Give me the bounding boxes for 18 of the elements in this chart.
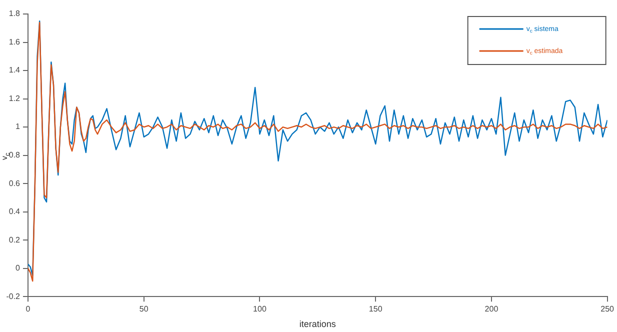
y-tick-label: 0.4	[8, 207, 21, 216]
y-tick-label: 1.8	[8, 9, 21, 18]
y-tick-label: 1.2	[8, 94, 21, 103]
x-tick-label: 0	[26, 304, 31, 314]
x-axis-title: iterations	[299, 319, 336, 330]
y-tick-label: 0.8	[8, 150, 21, 160]
x-tick-label: 200	[484, 304, 499, 314]
x-tick-label: 150	[368, 304, 383, 314]
x-tick-label: 250	[600, 304, 615, 314]
y-tick-label: -0.2	[6, 292, 21, 301]
x-tick-label: 100	[253, 304, 267, 314]
y-tick-label: 0	[16, 264, 21, 273]
y-tick-label: 0.2	[8, 235, 21, 244]
y-tick-label: 1	[16, 122, 21, 132]
y-tick-label: 0.6	[8, 178, 21, 188]
x-tick-label: 50	[139, 304, 149, 314]
y-tick-label: 1.4	[8, 66, 21, 75]
y-tick-label: 1.6	[8, 37, 21, 46]
